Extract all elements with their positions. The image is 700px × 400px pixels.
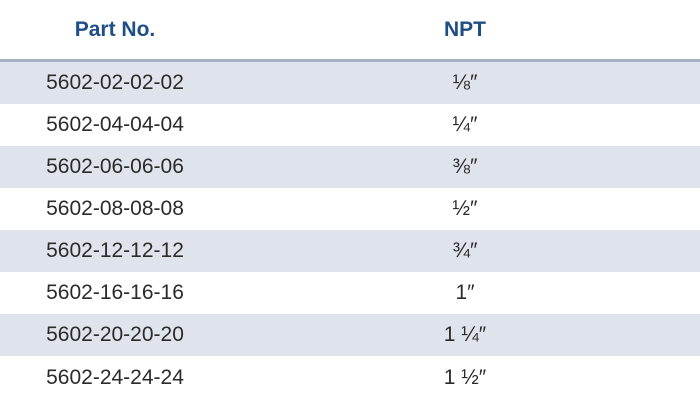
- table-row: 5602-12-12-12 ¾″: [0, 230, 700, 272]
- cell-part-no: 5602-16-16-16: [0, 272, 230, 314]
- cell-npt: ½″: [230, 188, 700, 230]
- table-header: Part No. NPT: [0, 0, 700, 62]
- cell-part-no: 5602-06-06-06: [0, 146, 230, 188]
- cell-npt: 1 ½″: [230, 356, 700, 400]
- cell-part-no: 5602-20-20-20: [0, 314, 230, 356]
- table-row: 5602-06-06-06 ⅜″: [0, 146, 700, 188]
- cell-npt: ⅜″: [230, 146, 700, 188]
- cell-npt: ¼″: [230, 104, 700, 146]
- cell-part-no: 5602-02-02-02: [0, 60, 230, 104]
- table-row: 5602-20-20-20 1 ¼″: [0, 314, 700, 356]
- table-row: 5602-02-02-02 ⅛″: [0, 60, 700, 104]
- table-row: 5602-04-04-04 ¼″: [0, 104, 700, 146]
- header-part-no: Part No.: [0, 0, 230, 62]
- cell-npt: ⅛″: [230, 60, 700, 104]
- header-row: Part No. NPT: [0, 0, 700, 62]
- cell-part-no: 5602-24-24-24: [0, 356, 230, 400]
- table-row: 5602-08-08-08 ½″: [0, 188, 700, 230]
- header-npt: NPT: [230, 0, 700, 62]
- cell-npt: ¾″: [230, 230, 700, 272]
- table-row: 5602-24-24-24 1 ½″: [0, 356, 700, 400]
- table-body: 5602-02-02-02 ⅛″ 5602-04-04-04 ¼″ 5602-0…: [0, 60, 700, 400]
- cell-part-no: 5602-04-04-04: [0, 104, 230, 146]
- cell-npt: 1 ¼″: [230, 314, 700, 356]
- cell-part-no: 5602-08-08-08: [0, 188, 230, 230]
- table-row: 5602-16-16-16 1″: [0, 272, 700, 314]
- cell-part-no: 5602-12-12-12: [0, 230, 230, 272]
- cell-npt: 1″: [230, 272, 700, 314]
